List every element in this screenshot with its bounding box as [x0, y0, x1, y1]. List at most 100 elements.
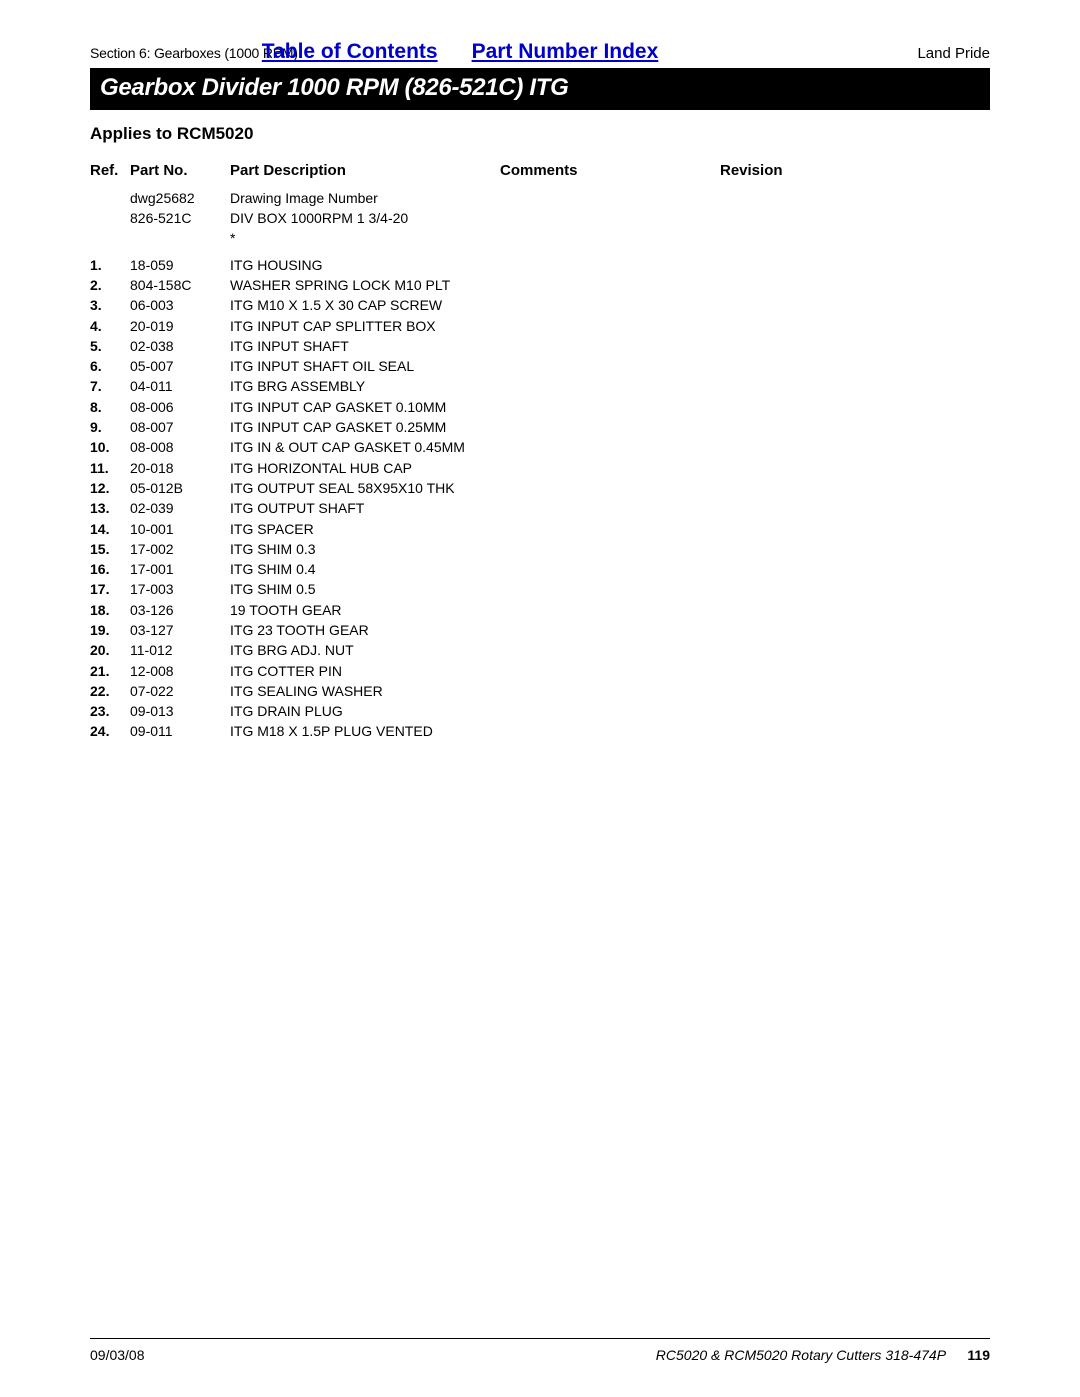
cell-ref: 16. [90, 559, 130, 579]
toc-link[interactable]: Table of Contents [262, 40, 438, 64]
cell-partno: 02-038 [130, 336, 230, 356]
cell-ref [90, 188, 130, 208]
cell-desc: ITG IN & OUT CAP GASKET 0.45MM [230, 437, 500, 457]
cell-ref [90, 208, 130, 228]
cell-desc: ITG INPUT CAP SPLITTER BOX [230, 316, 500, 336]
header-row: Section 6: Gearboxes (1000 RPM) Table of… [90, 40, 990, 64]
cell-desc: ITG SEALING WASHER [230, 681, 500, 701]
cell-comments [500, 316, 720, 336]
cell-ref: 22. [90, 681, 130, 701]
cell-revision [720, 295, 880, 315]
cell-comments [500, 478, 720, 498]
page-title: Gearbox Divider 1000 RPM (826-521C) ITG [90, 68, 990, 110]
cell-desc: DIV BOX 1000RPM 1 3/4-20 [230, 208, 500, 228]
cell-partno: 20-019 [130, 316, 230, 336]
footer-page-number: 119 [967, 1347, 990, 1363]
cell-comments [500, 228, 720, 248]
cell-comments [500, 295, 720, 315]
cell-ref: 14. [90, 519, 130, 539]
cell-desc: ITG OUTPUT SHAFT [230, 498, 500, 518]
cell-ref: 17. [90, 579, 130, 599]
cell-ref: 20. [90, 640, 130, 660]
cell-desc: ITG INPUT SHAFT [230, 336, 500, 356]
cell-revision [720, 417, 880, 437]
cell-comments [500, 539, 720, 559]
cell-revision [720, 188, 880, 208]
cell-ref: 5. [90, 336, 130, 356]
cell-desc: WASHER SPRING LOCK M10 PLT [230, 275, 500, 295]
cell-comments [500, 376, 720, 396]
cell-revision [720, 397, 880, 417]
cell-revision [720, 721, 880, 741]
cell-ref: 24. [90, 721, 130, 741]
cell-comments [500, 681, 720, 701]
cell-comments [500, 620, 720, 640]
cell-ref: 11. [90, 458, 130, 478]
cell-comments [500, 458, 720, 478]
cell-comments [500, 579, 720, 599]
cell-comments [500, 519, 720, 539]
col-header-partno: Part No. [130, 160, 230, 188]
cell-partno: 07-022 [130, 681, 230, 701]
cell-comments [500, 600, 720, 620]
part-number-index-link[interactable]: Part Number Index [472, 40, 659, 64]
cell-desc: ITG 23 TOOTH GEAR [230, 620, 500, 640]
cell-partno: 826-521C [130, 208, 230, 228]
cell-ref: 8. [90, 397, 130, 417]
cell-desc: ITG M18 X 1.5P PLUG VENTED [230, 721, 500, 741]
col-header-ref: Ref. [90, 160, 130, 188]
footer-date: 09/03/08 [90, 1347, 145, 1363]
cell-desc: ITG SHIM 0.5 [230, 579, 500, 599]
cell-desc: 19 TOOTH GEAR [230, 600, 500, 620]
cell-desc: ITG BRG ASSEMBLY [230, 376, 500, 396]
cell-desc: ITG INPUT CAP GASKET 0.10MM [230, 397, 500, 417]
cell-revision [720, 519, 880, 539]
cell-partno: 08-007 [130, 417, 230, 437]
cell-desc: ITG OUTPUT SEAL 58X95X10 THK [230, 478, 500, 498]
cell-revision [720, 458, 880, 478]
cell-desc: ITG M10 X 1.5 X 30 CAP SCREW [230, 295, 500, 315]
cell-ref: 15. [90, 539, 130, 559]
cell-revision [720, 681, 880, 701]
cell-revision [720, 336, 880, 356]
cell-revision [720, 255, 880, 275]
cell-desc: ITG SHIM 0.4 [230, 559, 500, 579]
cell-ref [90, 228, 130, 248]
cell-desc: ITG SPACER [230, 519, 500, 539]
cell-partno: 02-039 [130, 498, 230, 518]
cell-revision [720, 661, 880, 681]
cell-desc: ITG HOUSING [230, 255, 500, 275]
col-header-desc: Part Description [230, 160, 500, 188]
cell-partno: 20-018 [130, 458, 230, 478]
cell-comments [500, 255, 720, 275]
cell-revision [720, 437, 880, 457]
cell-ref: 19. [90, 620, 130, 640]
cell-desc: * [230, 228, 500, 248]
cell-revision [720, 579, 880, 599]
cell-partno: 08-006 [130, 397, 230, 417]
cell-comments [500, 701, 720, 721]
cell-partno [130, 228, 230, 248]
cell-partno: 05-012B [130, 478, 230, 498]
cell-partno: 09-011 [130, 721, 230, 741]
cell-ref: 2. [90, 275, 130, 295]
cell-partno: 06-003 [130, 295, 230, 315]
cell-ref: 18. [90, 600, 130, 620]
cell-revision [720, 228, 880, 248]
cell-revision [720, 701, 880, 721]
cell-ref: 10. [90, 437, 130, 457]
cell-comments [500, 397, 720, 417]
cell-partno: 17-001 [130, 559, 230, 579]
cell-comments [500, 188, 720, 208]
cell-partno: 09-013 [130, 701, 230, 721]
toc-links: Table of Contents Part Number Index [262, 40, 659, 64]
cell-comments [500, 498, 720, 518]
cell-revision [720, 498, 880, 518]
cell-revision [720, 478, 880, 498]
cell-desc: ITG BRG ADJ. NUT [230, 640, 500, 660]
cell-revision [720, 640, 880, 660]
cell-ref: 12. [90, 478, 130, 498]
cell-revision [720, 539, 880, 559]
cell-partno: 05-007 [130, 356, 230, 376]
cell-revision [720, 208, 880, 228]
